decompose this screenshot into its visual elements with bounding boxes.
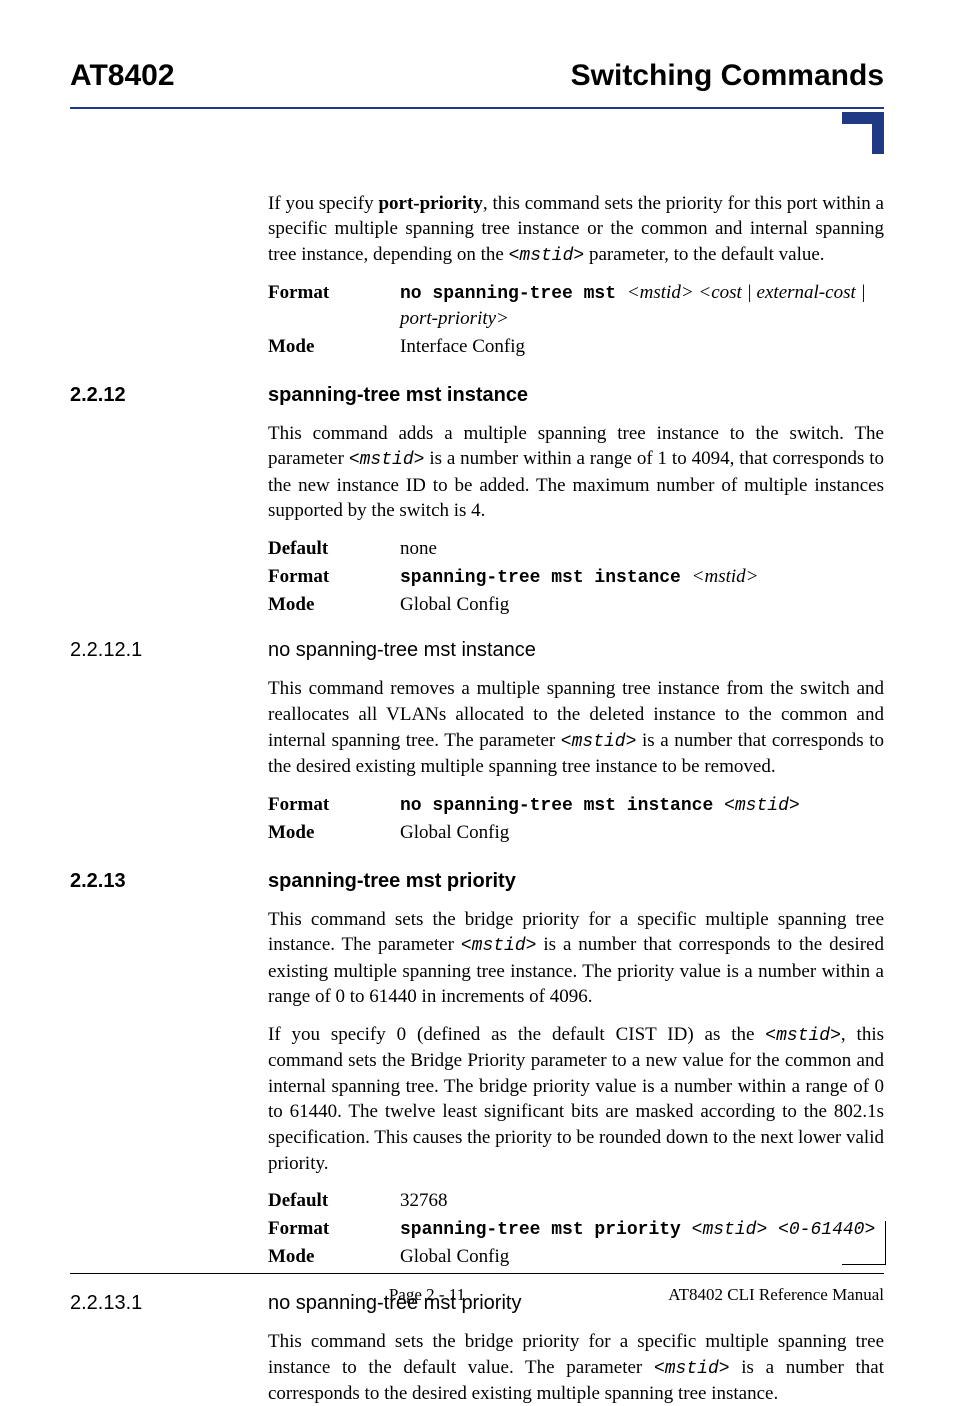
s2213-paragraph-1: This command sets the bridge priority fo… xyxy=(268,907,884,1010)
s22121-format-row: Format no spanning-tree mst instance <ms… xyxy=(268,792,884,818)
header-rule xyxy=(70,107,884,109)
s2213-paragraph-2: If you specify 0 (defined as the default… xyxy=(268,1022,884,1177)
s2212-default-row: Default none xyxy=(268,536,884,562)
section-2-2-13-heading: 2.2.13 spanning-tree mst priority xyxy=(70,868,884,895)
s2212-format-row: Format spanning-tree mst instance <mstid… xyxy=(268,564,884,590)
intro-format-row: Format no spanning-tree mst <mstid> <cos… xyxy=(268,280,884,332)
intro-mode-value: Interface Config xyxy=(400,334,884,360)
label-format: Format xyxy=(268,280,400,332)
header-left: AT8402 xyxy=(70,56,175,97)
header-right: Switching Commands xyxy=(571,56,884,97)
corner-bracket-icon xyxy=(842,1221,886,1265)
s22121-paragraph: This command removes a multiple spanning… xyxy=(268,676,884,779)
intro-paragraph: If you specify port-priority, this comma… xyxy=(268,191,884,269)
s22131-paragraph: This command sets the bridge priority fo… xyxy=(268,1329,884,1406)
footer-page: Page 2 - 11 xyxy=(270,1284,584,1307)
section-2-2-12-heading: 2.2.12 spanning-tree mst instance xyxy=(70,382,884,409)
intro-mode-row: Mode Interface Config xyxy=(268,334,884,360)
corner-mark-icon xyxy=(842,112,884,154)
s22121-mode-row: Mode Global Config xyxy=(268,820,884,846)
page-footer: Page 2 - 11 AT8402 CLI Reference Manual xyxy=(70,1273,884,1307)
section-2-2-12-1-heading: 2.2.12.1 no spanning-tree mst instance xyxy=(70,637,884,664)
s2212-paragraph: This command adds a multiple spanning tr… xyxy=(268,421,884,524)
footer-manual: AT8402 CLI Reference Manual xyxy=(584,1284,884,1307)
s2213-format-row: Format spanning-tree mst priority <mstid… xyxy=(268,1216,884,1242)
label-mode: Mode xyxy=(268,334,400,360)
intro-format-value: no spanning-tree mst <mstid> <cost | ext… xyxy=(400,280,884,332)
s2213-default-row: Default 32768 xyxy=(268,1188,884,1214)
s2212-mode-row: Mode Global Config xyxy=(268,592,884,618)
s2213-mode-row: Mode Global Config xyxy=(268,1244,884,1270)
